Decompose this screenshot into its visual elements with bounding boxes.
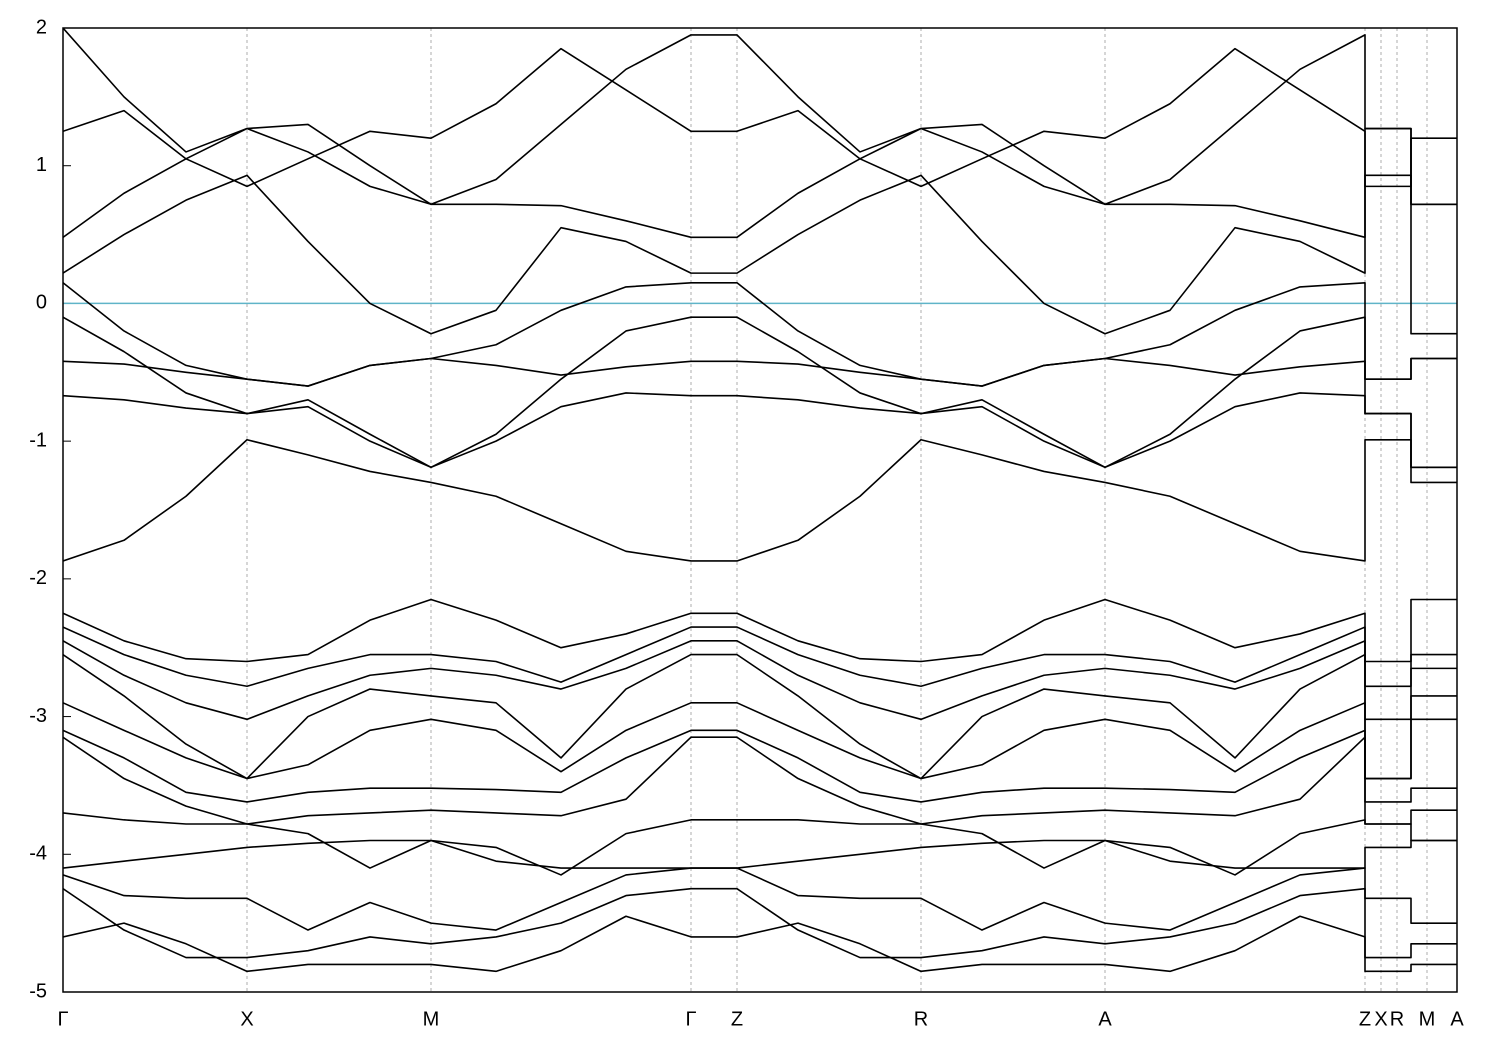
x-tick-label: A xyxy=(1450,1008,1464,1030)
x-tick-label: X xyxy=(240,1008,253,1030)
band-line xyxy=(63,127,1457,239)
y-tick-label: -1 xyxy=(29,429,47,451)
band-line xyxy=(63,28,1457,206)
x-tick-label: R xyxy=(1390,1008,1404,1030)
y-tick-label: -2 xyxy=(29,567,47,589)
band-line xyxy=(63,47,1457,188)
x-tick-label: A xyxy=(1098,1008,1112,1030)
band-line xyxy=(63,316,1457,469)
band-line xyxy=(63,653,1457,780)
band-line xyxy=(63,867,1457,931)
bands xyxy=(63,28,1457,973)
x-tick-label: Γ xyxy=(685,1008,696,1030)
y-tick-label: -3 xyxy=(29,705,47,727)
x-tick-label: M xyxy=(1419,1008,1436,1030)
x-tick-label: X xyxy=(1374,1008,1387,1030)
band-line xyxy=(63,640,1457,721)
band-line xyxy=(63,626,1457,688)
x-tick-label: Z xyxy=(731,1008,743,1030)
y-tick-label: 2 xyxy=(36,16,47,38)
band-line xyxy=(63,702,1457,780)
band-line xyxy=(63,812,1457,876)
x-tick-label: Γ xyxy=(57,1008,68,1030)
band-line xyxy=(63,392,1457,469)
band-line xyxy=(63,839,1457,869)
band-line xyxy=(63,915,1457,973)
y-tick-label: -5 xyxy=(29,980,47,1002)
x-tick-label: Z xyxy=(1359,1008,1371,1030)
x-tick-label: M xyxy=(423,1008,440,1030)
band-line xyxy=(63,174,1457,335)
plot-frame xyxy=(62,27,1458,993)
band-line xyxy=(63,598,1457,663)
band-line xyxy=(63,736,1457,825)
band-line xyxy=(63,281,1457,387)
band-line xyxy=(63,438,1457,562)
y-tick-label: 1 xyxy=(36,154,47,176)
grid xyxy=(62,27,1458,993)
y-tick-label: 0 xyxy=(36,292,47,314)
x-tick-label: R xyxy=(914,1008,928,1030)
band-line xyxy=(63,729,1457,803)
band-line xyxy=(63,887,1457,959)
y-tick-label: -4 xyxy=(29,843,47,865)
